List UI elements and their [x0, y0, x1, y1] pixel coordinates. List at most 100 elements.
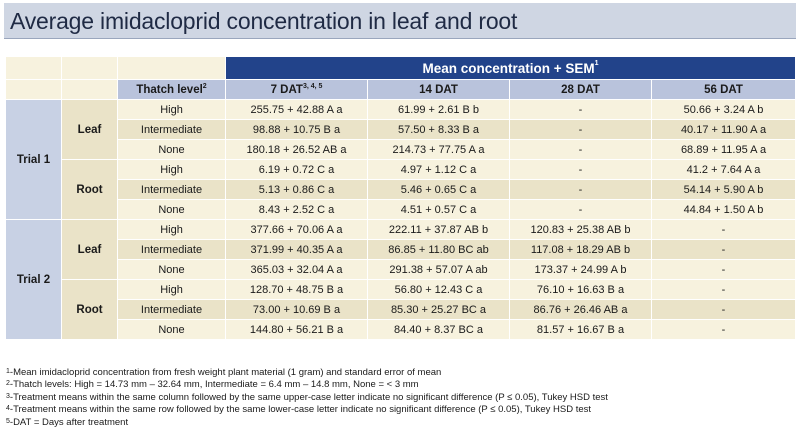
value-cell: 144.80 + 56.21 B a [225, 319, 368, 340]
column-header-28dat: 28 DAT [509, 79, 652, 100]
thatch-level-cell: Intermediate [117, 239, 226, 260]
value-cell: 173.37 + 24.99 A b [509, 259, 652, 280]
footnote-line: 4-Treatment means within the same row fo… [6, 404, 796, 416]
footnotes: 1-Mean imidacloprid concentration from f… [6, 367, 796, 429]
value-cell: 117.08 + 18.29 AB b [509, 239, 652, 260]
table-row: None 365.03 + 32.04 A a 291.38 + 57.07 A a… [6, 259, 797, 280]
mean-concentration-sup: 1 [594, 59, 599, 67]
value-cell: 76.10 + 16.63 B a [509, 279, 652, 300]
trial-label: Trial 2 [5, 219, 62, 340]
footnote-number: 2 [6, 380, 10, 388]
thatch-level-cell: None [117, 259, 226, 280]
footnote-line: 3-Treatment means within the same column… [6, 392, 796, 404]
value-cell: 5.13 + 0.86 C a [225, 179, 368, 200]
thatch-level-cell: Intermediate [117, 119, 226, 140]
trial-label: Trial 1 [5, 99, 62, 220]
value-cell: 8.43 + 2.52 C a [225, 199, 368, 220]
table-body: Trial 1 Leaf High 255.75 + 42.88 A a 61.99 +… [5, 99, 797, 340]
thatch-level-cell: High [117, 99, 226, 120]
value-cell: 50.66 + 3.24 A b [650, 99, 797, 120]
mean-concentration-header: Mean concentration + SEM1 [224, 56, 797, 80]
table-row: Root High 6.19 + 0.72 C a 4.97 + 1.12 C a-4… [6, 159, 797, 220]
thatch-level-cell: High [117, 279, 226, 300]
column-header-label: 14 DAT [419, 83, 458, 96]
footnote-text: -DAT = Days after treatment [9, 416, 129, 428]
corner-cell [117, 56, 226, 80]
value-cell: - [650, 319, 797, 340]
footnote-text: -Treatment means within the same column … [9, 391, 608, 403]
value-cell: 86.85 + 11.80 BC ab [367, 239, 510, 260]
thatch-level-cell: Intermediate [117, 179, 226, 200]
column-header-sup: 3, 4, 5 [302, 82, 323, 90]
footnote-number: 1 [6, 368, 10, 375]
value-cell: 73.00 + 10.69 B a [225, 299, 368, 320]
footnote-number: 3 [6, 392, 10, 400]
thatch-level-cell: High [117, 219, 226, 240]
value-cell: 86.76 + 26.46 AB a [509, 299, 652, 320]
value-cell: 57.50 + 8.33 B a [367, 119, 510, 140]
value-cell: 377.66 + 70.06 A a [225, 219, 368, 240]
tissue-label: Leaf [61, 219, 118, 280]
column-header-label: 56 DAT [704, 83, 743, 96]
thatch-level-header: Thatch level2 [117, 79, 226, 100]
tissue-label: Root [61, 159, 118, 220]
table-row: Intermediate 371.99 + 40.35 A a 86.85 + 11… [6, 239, 797, 260]
value-cell: - [650, 299, 797, 320]
footnote-number: 4 [6, 405, 10, 413]
value-cell: - [509, 199, 652, 220]
footnote-text: -Thatch levels: High = 14.73 mm – 32.64 … [9, 379, 419, 391]
footnote-line: 2-Thatch levels: High = 14.73 mm – 32.64… [6, 379, 796, 391]
value-cell: 81.57 + 16.67 B a [509, 319, 652, 340]
table-row: Trial 1 Leaf High 255.75 + 42.88 A a 61.99 +… [5, 99, 797, 220]
value-cell: 61.99 + 2.61 B b [367, 99, 510, 120]
value-cell: 54.14 + 5.90 A b [650, 179, 797, 200]
table-row: Trial 2 Leaf High 377.66 + 70.06 A a 222.11 … [5, 219, 797, 340]
tissue-label: Leaf [61, 99, 118, 160]
value-cell: 44.84 + 1.50 A b [650, 199, 797, 220]
value-cell: 365.03 + 32.04 A a [225, 259, 368, 280]
concentration-table: Mean concentration + SEM1 Thatch level2 … [5, 56, 797, 340]
thatch-level-cell: High [117, 159, 226, 180]
value-cell: 56.80 + 12.43 C a [367, 279, 510, 300]
value-cell: 128.70 + 48.75 B a [225, 279, 368, 300]
value-cell: 291.38 + 57.07 A ab [367, 259, 510, 280]
table-row: None 8.43 + 2.52 C a 4.51 + 0.57 C a -44.84… [6, 199, 797, 220]
page-title: Average imidacloprid concentration in le… [10, 8, 518, 34]
value-cell: 98.88 + 10.75 B a [225, 119, 368, 140]
value-cell: 5.46 + 0.65 C a [367, 179, 510, 200]
corner-cell [61, 79, 118, 100]
title-bar: Average imidacloprid concentration in le… [4, 3, 796, 39]
column-header-label: 28 DAT [561, 83, 600, 96]
column-header-14dat: 14 DAT [367, 79, 510, 100]
value-cell: 214.73 + 77.75 A a [367, 139, 510, 160]
table-row: Intermediate 73.00 + 10.69 B a 85.30 + 25.… [6, 299, 797, 320]
footnote-text: -Mean imidacloprid concentration from fr… [9, 367, 442, 378]
table-row: Root High 128.70 + 48.75 B a 56.80 + 12.43 … [6, 279, 797, 340]
thatch-level-label: Thatch level [136, 83, 203, 96]
value-cell: - [650, 239, 797, 260]
corner-cell [5, 79, 62, 100]
table-row: Intermediate 5.13 + 0.86 C a 5.46 + 0.65 C… [6, 179, 797, 200]
value-cell: 222.11 + 37.87 AB b [367, 219, 510, 240]
value-cell: 41.2 + 7.64 A a [650, 159, 797, 180]
footnote-line: 1-Mean imidacloprid concentration from f… [6, 367, 796, 379]
corner-cell [61, 56, 118, 80]
footnote-number: 5 [6, 417, 10, 425]
value-cell: - [509, 119, 652, 140]
mean-concentration-label: Mean concentration + SEM [422, 60, 595, 76]
table-row: None 180.18 + 26.52 AB a 214.73 + 77.75 A … [6, 139, 797, 160]
thatch-level-cell: Intermediate [117, 299, 226, 320]
value-cell: 40.17 + 11.90 A a [650, 119, 797, 140]
thatch-level-cell: None [117, 139, 226, 160]
column-header-label: 7 DAT [270, 83, 303, 96]
value-cell: 120.83 + 25.38 AB b [509, 219, 652, 240]
tissue-label: Root [61, 279, 118, 340]
footnote-line: 5-DAT = Days after treatment [6, 417, 796, 429]
value-cell: - [509, 139, 652, 160]
thatch-level-cell: None [117, 319, 226, 340]
column-header-7dat: 7 DAT3, 4, 5 [225, 79, 368, 100]
value-cell: 68.89 + 11.95 A a [650, 139, 797, 160]
value-cell: 180.18 + 26.52 AB a [225, 139, 368, 160]
value-cell: 4.51 + 0.57 C a [367, 199, 510, 220]
